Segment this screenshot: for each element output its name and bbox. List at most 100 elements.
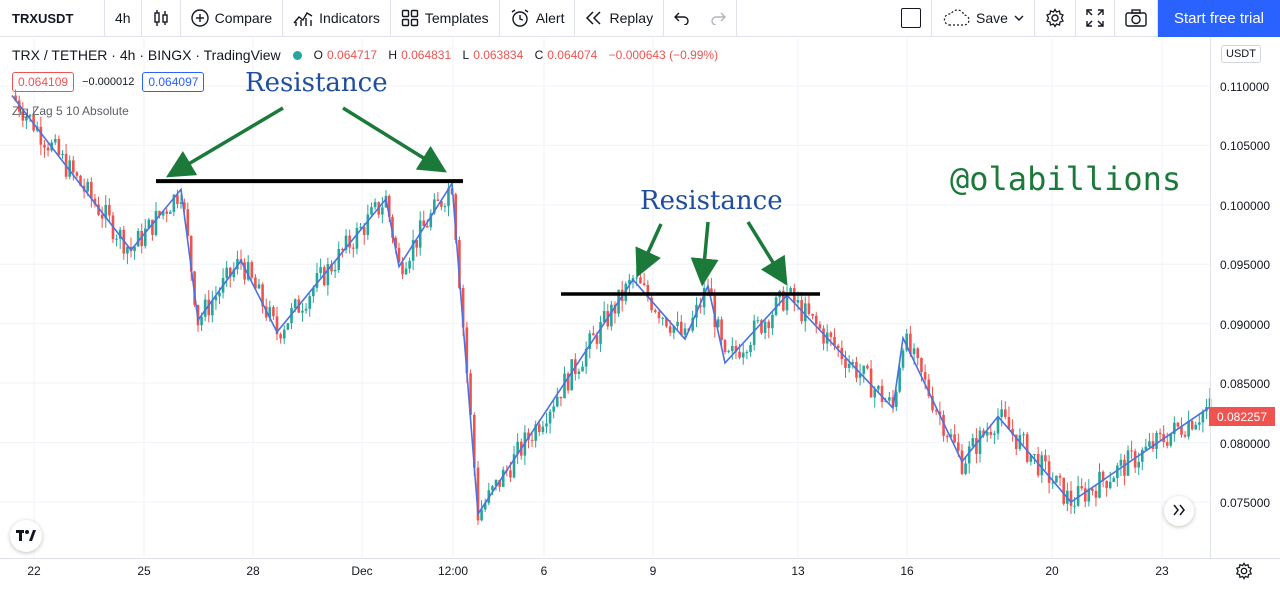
chart-type-button[interactable] [142, 0, 181, 37]
candle-body [425, 226, 429, 228]
indicator-legend[interactable]: Zig Zag 5 10 Absolute [12, 104, 129, 118]
candle-body [559, 396, 563, 399]
candle-body [115, 238, 118, 240]
candle-body [433, 199, 436, 214]
price-scale[interactable] [1210, 38, 1280, 558]
candle-body [28, 114, 32, 117]
chart-settings-gear-icon[interactable] [1235, 562, 1253, 585]
alert-button[interactable]: Alert [500, 0, 576, 37]
candle-body [595, 335, 599, 344]
candle-body [93, 198, 97, 205]
candle-body [989, 431, 993, 435]
candle-body [720, 319, 723, 341]
redo-button[interactable] [700, 0, 738, 37]
candle-body [108, 205, 111, 216]
settings-button[interactable] [1035, 0, 1076, 37]
candle-body [771, 314, 774, 329]
candle-body [352, 247, 355, 249]
change-value: −0.000643 (−0.99%) [608, 48, 719, 62]
candle-body [509, 470, 512, 478]
candle-body [158, 211, 161, 216]
candle-body [920, 358, 923, 373]
candle-body [440, 200, 443, 207]
candle-body [1176, 422, 1180, 427]
candle-body [246, 262, 250, 280]
candle-body [1098, 471, 1101, 498]
candle-body [472, 414, 476, 468]
buy-price-button[interactable]: 0.064097 [142, 72, 205, 92]
candle-body [79, 175, 82, 186]
candle-body [1183, 434, 1187, 437]
arrow-annotation [165, 106, 284, 178]
replay-button[interactable]: Replay [575, 0, 665, 37]
time-tick: 13 [791, 564, 805, 578]
candle-body [964, 463, 967, 474]
high-value: 0.064831 [401, 48, 452, 62]
interval-button[interactable]: 4h [105, 0, 142, 37]
candles [14, 89, 1212, 525]
candle-body [1133, 451, 1137, 468]
candle-body [577, 371, 581, 375]
candle-body [527, 432, 530, 440]
grid-icon [401, 9, 419, 27]
templates-button[interactable]: Templates [391, 0, 500, 37]
candle-body [713, 295, 717, 328]
candle-body [279, 334, 282, 339]
snapshot-button[interactable] [1115, 0, 1158, 37]
candle-body [53, 138, 57, 143]
candle-body [588, 333, 592, 349]
candle-body [257, 284, 261, 289]
candle-body [308, 296, 311, 309]
price-tick: 0.080000 [1220, 437, 1271, 451]
candle-body [154, 211, 158, 235]
candle-body [931, 395, 934, 411]
candle-body [996, 417, 1000, 434]
drawings [156, 106, 820, 296]
candle-body [1062, 477, 1065, 504]
candle-body [366, 214, 370, 235]
candle-body [749, 344, 752, 353]
sell-price-button[interactable]: 0.064109 [12, 72, 75, 92]
candle-body [1144, 446, 1148, 450]
fullscreen-button[interactable] [1076, 0, 1115, 37]
candle-body [344, 235, 348, 250]
symbol-title[interactable]: TRX / TETHER · 4h · BINGX · TradingView [12, 47, 281, 63]
low-value: 0.063834 [473, 48, 524, 62]
candle-body [1069, 490, 1073, 506]
time-tick: 20 [1045, 564, 1059, 578]
scroll-to-realtime-button[interactable] [1164, 496, 1194, 526]
candle-body [203, 299, 207, 317]
currency-selector[interactable]: USDT [1221, 45, 1261, 63]
zigzag-line [11, 95, 1211, 517]
candle-body [359, 227, 362, 229]
compare-button[interactable]: Compare [181, 0, 284, 37]
candle-body [272, 307, 275, 317]
undo-button[interactable] [664, 0, 700, 37]
candle-body [949, 434, 953, 438]
layout-button[interactable] [891, 0, 933, 37]
candle-body [97, 204, 100, 215]
candle-body [898, 367, 901, 392]
candle-body [286, 323, 290, 330]
start-free-trial-button[interactable]: Start free trial [1157, 0, 1280, 37]
candle-body [628, 279, 631, 284]
candle-body [602, 311, 606, 322]
candle-body [818, 324, 822, 329]
tradingview-logo-icon[interactable] [10, 520, 42, 552]
symbol-search-button[interactable]: TRXUSDT [0, 0, 105, 37]
candle-body [465, 327, 469, 374]
save-button[interactable]: Save [932, 0, 1035, 37]
time-scale[interactable] [0, 558, 1280, 589]
candle-body [901, 350, 905, 368]
indicators-button[interactable]: Indicators [283, 0, 391, 37]
candle-body [469, 373, 472, 415]
plus-circle-icon [190, 9, 209, 27]
compare-label: Compare [214, 10, 273, 26]
candle-body [993, 433, 996, 435]
candle-body [512, 454, 516, 478]
price-tick: 0.075000 [1220, 496, 1271, 510]
candle-body [415, 240, 418, 248]
candle-body [1198, 422, 1201, 425]
candle-body [909, 333, 912, 355]
